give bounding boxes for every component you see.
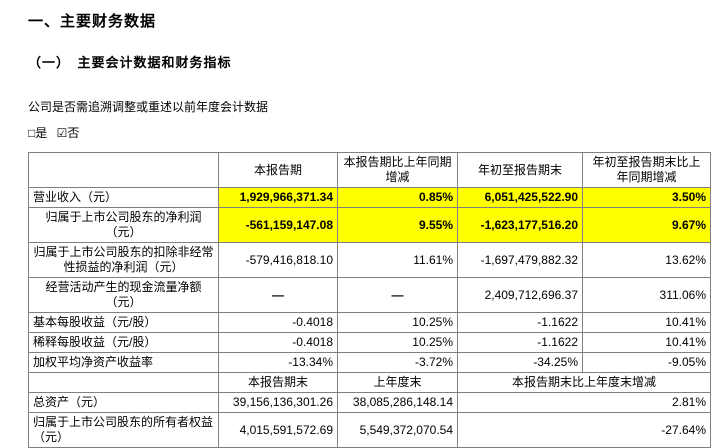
row-label: 加权平均净资产收益率 [28, 352, 219, 373]
value-cell: -34.25% [457, 352, 583, 373]
financial-table: 本报告期 本报告期比上年同期增减 年初至报告期末 年初至报告期末比上年同期增减 … [28, 152, 711, 448]
row-label: 稀释每股收益（元/股） [28, 332, 219, 353]
column-header-ytd: 年初至报告期末 [457, 152, 583, 188]
value-cell: 10.25% [337, 312, 458, 333]
value-cell: -1.1622 [457, 332, 583, 353]
value-cell: — [337, 277, 458, 313]
value-cell: 10.25% [337, 332, 458, 353]
value-cell: -579,416,818.10 [218, 242, 338, 278]
table-row-weighted-avg-roe: 加权平均净资产收益率 -13.34% -3.72% -34.25% -9.05% [28, 352, 711, 373]
table-row-diluted-eps: 稀释每股收益（元/股） -0.4018 10.25% -1.1622 10.41… [28, 332, 711, 353]
page-title: 一、主要财务数据 [28, 13, 157, 30]
value-cell: -9.05% [582, 352, 711, 373]
section-subtitle: （一） 主要会计数据和财务指标 [28, 55, 232, 70]
row-label: 总资产（元） [28, 392, 219, 413]
table-row-operating-cash-flow: 经营活动产生的现金流量净额（元） — — 2,409,712,696.37 31… [28, 277, 711, 313]
sub-header-period-end-change: 本报告期末比上年度末增减 [457, 372, 711, 393]
corner-cell [28, 372, 219, 393]
row-label: 基本每股收益（元/股） [28, 312, 219, 333]
value-cell: 4,015,591,572.69 [218, 412, 338, 448]
corner-cell [28, 152, 219, 188]
value-cell: 0.85% [337, 187, 458, 208]
table-row-net-profit: 归属于上市公司股东的净利润（元） -561,159,147.08 9.55% -… [28, 207, 711, 243]
value-cell: -0.4018 [218, 312, 338, 333]
table-row-basic-eps: 基本每股收益（元/股） -0.4018 10.25% -1.1622 10.41… [28, 312, 711, 333]
restate-question: 公司是否需追溯调整或重述以前年度会计数据 [28, 100, 269, 114]
row-label: 归属于上市公司股东的扣除非经常性损益的净利润（元） [28, 242, 219, 278]
value-cell: 6,051,425,522.90 [457, 187, 583, 208]
value-cell: -13.34% [218, 352, 338, 373]
table-row-total-assets: 总资产（元） 39,156,136,301.26 38,085,286,148.… [28, 392, 711, 413]
checkbox-yes: □是 [28, 126, 48, 140]
row-label: 归属于上市公司股东的所有者权益（元） [28, 412, 219, 448]
value-cell: 311.06% [582, 277, 711, 313]
row-label: 营业收入（元） [28, 187, 219, 208]
value-cell: 3.50% [582, 187, 711, 208]
table-row-revenue: 营业收入（元） 1,929,966,371.34 0.85% 6,051,425… [28, 187, 711, 208]
column-header-current-period: 本报告期 [218, 152, 338, 188]
value-cell: -1,623,177,516.20 [457, 207, 583, 243]
sub-header-period-end: 本报告期末 [218, 372, 338, 393]
value-cell: 1,929,966,371.34 [218, 187, 338, 208]
restate-answer: □是 ☑否 [28, 124, 710, 141]
value-cell: -0.4018 [218, 332, 338, 353]
value-cell: -561,159,147.08 [218, 207, 338, 243]
value-cell: -27.64% [457, 412, 711, 448]
value-cell: -1,697,479,882.32 [457, 242, 583, 278]
checkbox-no-checked: ☑否 [56, 126, 80, 140]
value-cell: 9.67% [582, 207, 711, 243]
row-label: 经营活动产生的现金流量净额（元） [28, 277, 219, 313]
sub-header-prior-year-end: 上年度末 [337, 372, 458, 393]
value-cell: 38,085,286,148.14 [337, 392, 458, 413]
value-cell: 9.55% [337, 207, 458, 243]
value-cell: — [218, 277, 338, 313]
value-cell: 5,549,372,070.54 [337, 412, 458, 448]
value-cell: 13.62% [582, 242, 711, 278]
table-row-shareholders-equity: 归属于上市公司股东的所有者权益（元） 4,015,591,572.69 5,54… [28, 412, 711, 448]
row-label: 归属于上市公司股东的净利润（元） [28, 207, 219, 243]
table-row-net-profit-excl-nonrecurring: 归属于上市公司股东的扣除非经常性损益的净利润（元） -579,416,818.1… [28, 242, 711, 278]
column-header-yoy-change: 本报告期比上年同期增减 [337, 152, 458, 188]
value-cell: -1.1622 [457, 312, 583, 333]
value-cell: -3.72% [337, 352, 458, 373]
sub-header-row: 本报告期末 上年度末 本报告期末比上年度末增减 [28, 372, 711, 393]
column-header-ytd-yoy-change: 年初至报告期末比上年同期增减 [582, 152, 711, 188]
value-cell: 2,409,712,696.37 [457, 277, 583, 313]
value-cell: 11.61% [337, 242, 458, 278]
value-cell: 10.41% [582, 332, 711, 353]
header-row: 本报告期 本报告期比上年同期增减 年初至报告期末 年初至报告期末比上年同期增减 [28, 152, 711, 188]
value-cell: 2.81% [457, 392, 711, 413]
value-cell: 10.41% [582, 312, 711, 333]
value-cell: 39,156,136,301.26 [218, 392, 338, 413]
